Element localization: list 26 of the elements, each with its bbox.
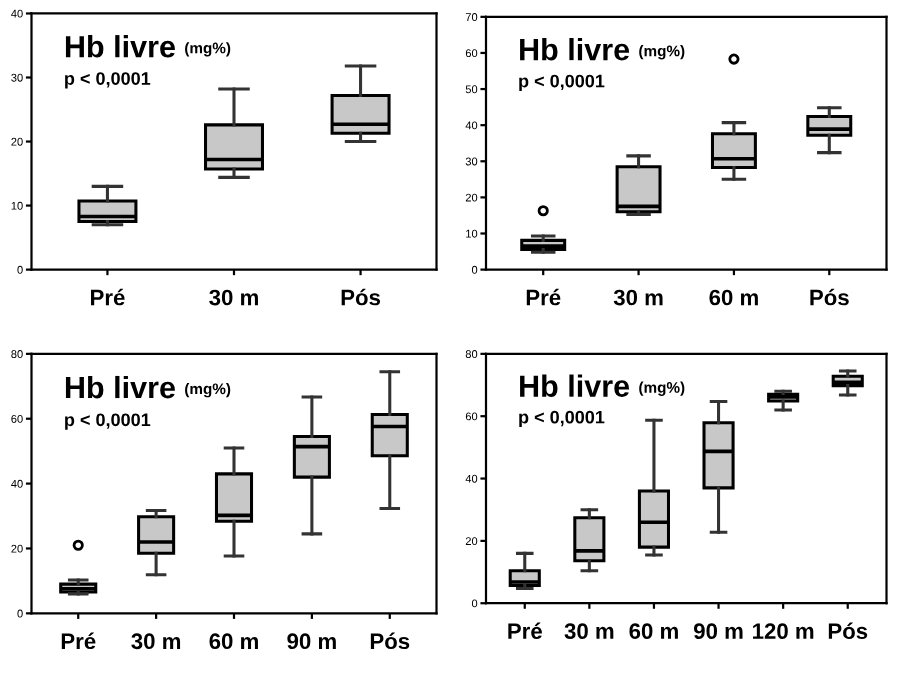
text: Hb livre xyxy=(65,35,175,58)
text: Hb livre xyxy=(65,375,175,399)
x-tick-label: Pré xyxy=(508,622,542,639)
x-tick-label: 30 m xyxy=(564,623,614,640)
text: Hb livre xyxy=(520,37,630,61)
text: Hb livre xyxy=(520,374,630,397)
x-tick-label: 60 m xyxy=(709,289,758,306)
x-tick-label: 120 m xyxy=(753,623,814,639)
x-tick-label: 90 m xyxy=(287,633,336,650)
x-tick-label: 90 m xyxy=(693,623,743,639)
x-tick-label: 30 m xyxy=(613,289,663,306)
annotation: p < 0,0001 xyxy=(519,74,605,91)
annotation: p < 0,0001 xyxy=(519,410,605,428)
x-tick-label: Pós xyxy=(370,632,410,650)
annotation: p < 0,0001 xyxy=(65,413,151,430)
x-tick-label: Pré xyxy=(91,288,125,306)
x-tick-label: Pós xyxy=(828,622,868,639)
annotation: p < 0,0001 xyxy=(65,72,151,89)
x-tick-label: 30 m xyxy=(131,633,181,650)
x-tick-label: 60 m xyxy=(629,623,678,639)
x-tick-label: Pré xyxy=(526,288,561,306)
x-tick-label: Pré xyxy=(61,632,96,650)
x-tick-label: 30 m xyxy=(209,289,258,306)
x-tick-label: Pós xyxy=(810,288,849,306)
x-tick-label: 60 m xyxy=(209,633,258,650)
x-tick-label: Pós xyxy=(341,288,381,306)
